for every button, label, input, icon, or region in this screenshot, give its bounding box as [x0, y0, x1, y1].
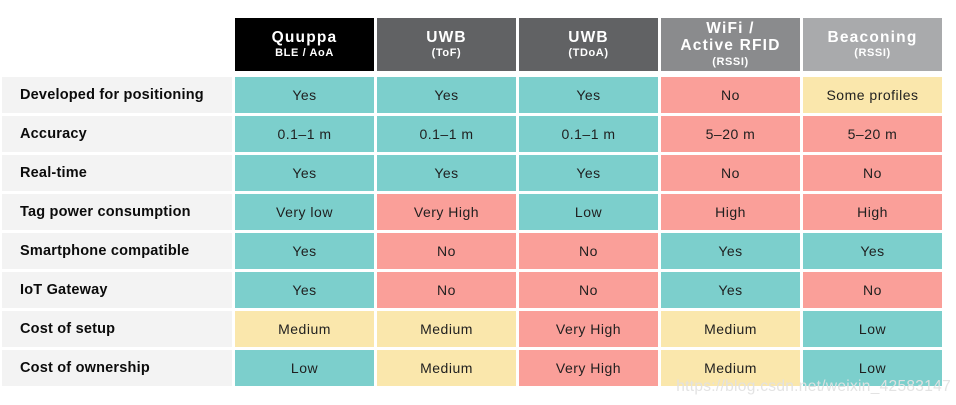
value-cell: Yes [235, 77, 374, 113]
row-label: Tag power consumption [2, 194, 232, 230]
column-header-wifi-active-rfid: WiFi / Active RFID (RSSI) [661, 18, 800, 71]
column-title: Beaconing [827, 28, 918, 46]
column-title-2: Active RFID [680, 37, 781, 55]
column-header-beaconing: Beaconing (RSSI) [803, 18, 942, 71]
value-cell: 0.1–1 m [519, 116, 658, 152]
comparison-table: Quuppa BLE / AoA UWB (ToF) UWB (TDoA) Wi… [2, 18, 942, 386]
value-cell: Medium [377, 311, 516, 347]
value-cell: No [803, 155, 942, 191]
column-subtitle: (TDoA) [568, 47, 609, 60]
value-cell: High [661, 194, 800, 230]
column-subtitle: BLE / AoA [275, 47, 334, 60]
value-cell: No [661, 77, 800, 113]
row-label: Cost of ownership [2, 350, 232, 386]
column-title: WiFi / [706, 20, 755, 38]
value-cell: Low [519, 194, 658, 230]
value-cell: 5–20 m [661, 116, 800, 152]
value-cell: Very low [235, 194, 374, 230]
value-cell: Yes [377, 155, 516, 191]
row-label: Real-time [2, 155, 232, 191]
row-label: Cost of setup [2, 311, 232, 347]
value-cell: No [377, 233, 516, 269]
value-cell: Yes [235, 233, 374, 269]
value-cell: Low [803, 311, 942, 347]
value-cell: Yes [519, 155, 658, 191]
row-label: Developed for positioning [2, 77, 232, 113]
column-header-uwb-tdoa: UWB (TDoA) [519, 18, 658, 71]
value-cell: Medium [235, 311, 374, 347]
column-title: Quuppa [271, 28, 338, 46]
value-cell: High [803, 194, 942, 230]
column-subtitle: (RSSI) [854, 47, 891, 60]
value-cell: Low [803, 350, 942, 386]
value-cell: Very High [519, 350, 658, 386]
value-cell: 5–20 m [803, 116, 942, 152]
table-corner-spacer [2, 18, 232, 74]
column-header-uwb-tof: UWB (ToF) [377, 18, 516, 71]
value-cell: No [519, 272, 658, 308]
value-cell: Medium [661, 350, 800, 386]
watermark-url: https://blog.csdn.net/weixin_42583147 [676, 378, 951, 395]
value-cell: Yes [235, 155, 374, 191]
value-cell: 0.1–1 m [235, 116, 374, 152]
value-cell: No [661, 155, 800, 191]
value-cell: 0.1–1 m [377, 116, 516, 152]
value-cell: Yes [803, 233, 942, 269]
value-cell: Very High [377, 194, 516, 230]
value-cell: No [519, 233, 658, 269]
value-cell: No [377, 272, 516, 308]
column-subtitle: (RSSI) [712, 55, 749, 68]
row-label: Accuracy [2, 116, 232, 152]
value-cell: Yes [661, 233, 800, 269]
value-cell: Some profiles [803, 77, 942, 113]
row-label: IoT Gateway [2, 272, 232, 308]
column-title: UWB [568, 28, 609, 46]
value-cell: Yes [519, 77, 658, 113]
value-cell: Yes [661, 272, 800, 308]
row-label: Smartphone compatible [2, 233, 232, 269]
value-cell: Very High [519, 311, 658, 347]
value-cell: Medium [661, 311, 800, 347]
column-title: UWB [426, 28, 467, 46]
value-cell: Yes [235, 272, 374, 308]
value-cell: Yes [377, 77, 516, 113]
value-cell: Medium [377, 350, 516, 386]
value-cell: No [803, 272, 942, 308]
column-subtitle: (ToF) [431, 47, 462, 60]
value-cell: Low [235, 350, 374, 386]
column-header-quuppa: Quuppa BLE / AoA [235, 18, 374, 71]
